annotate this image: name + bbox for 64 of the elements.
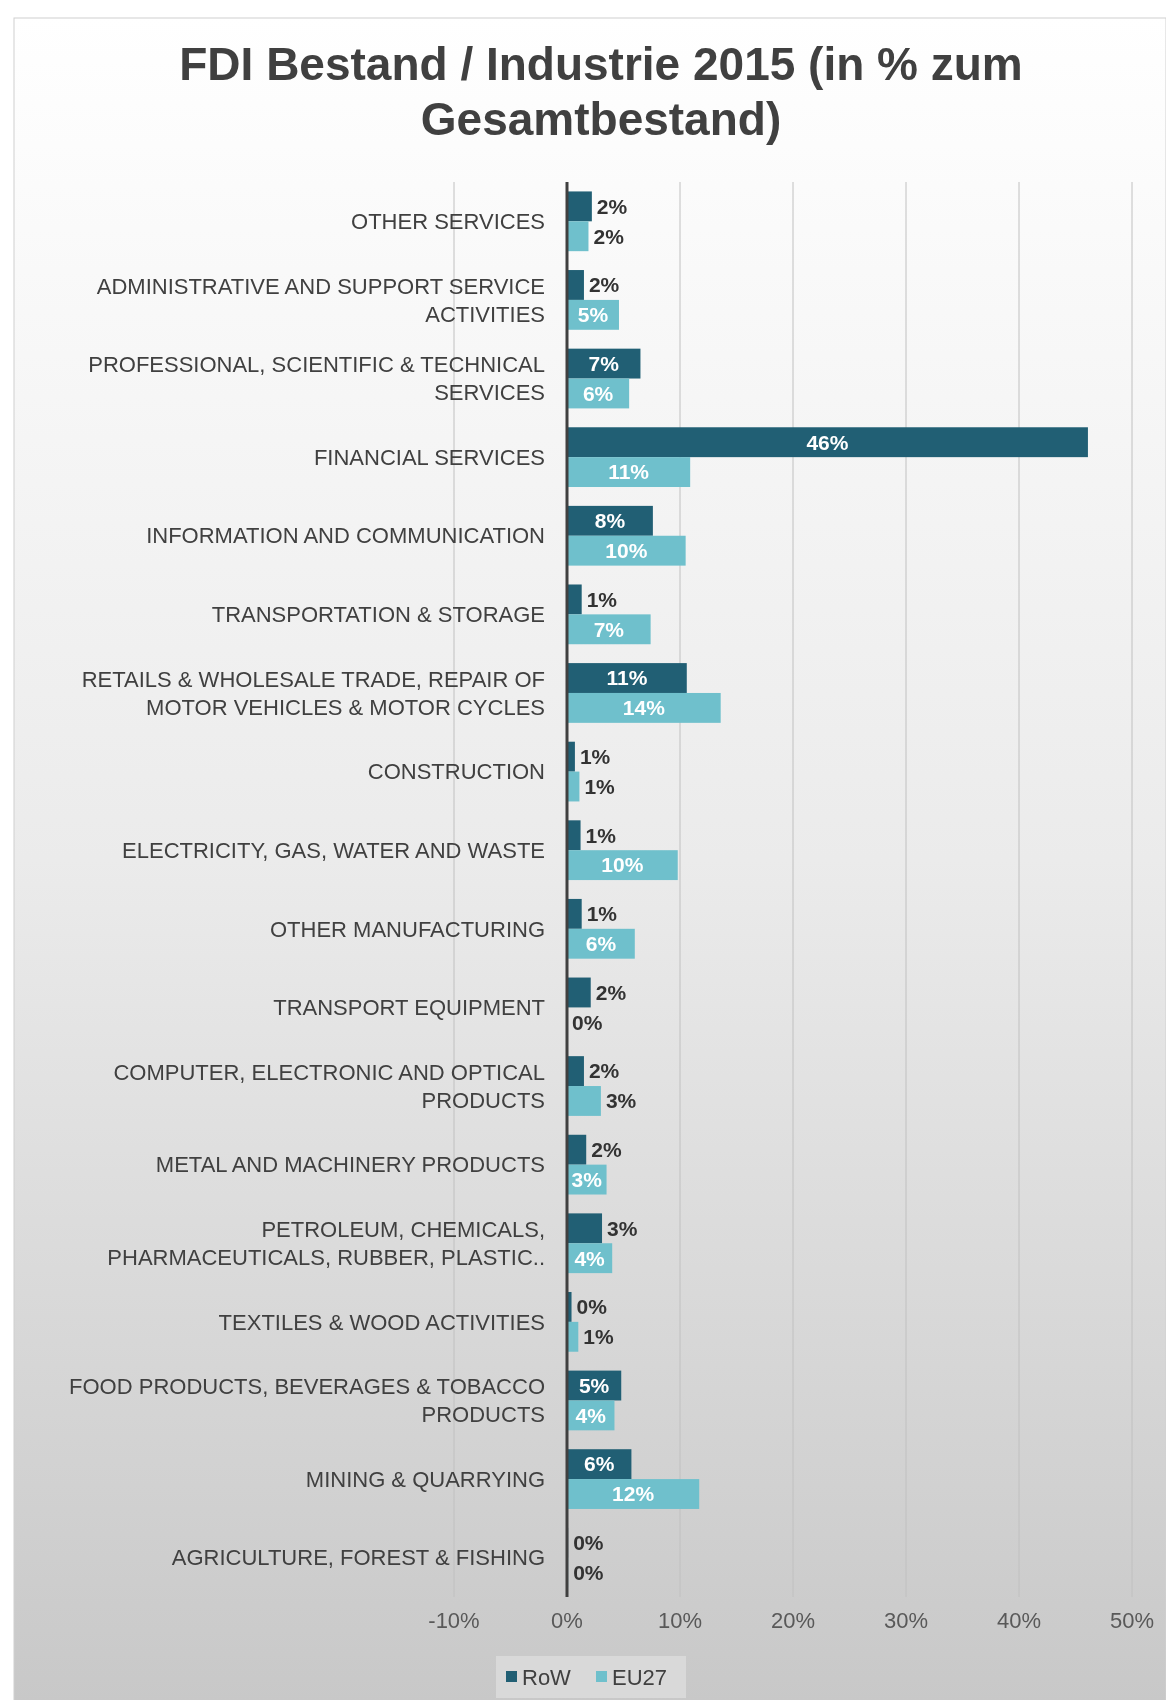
x-tick-label: 30% (883, 1608, 929, 1633)
data-label: 1% (586, 902, 618, 926)
data-label: 0% (573, 1560, 604, 1584)
data-label: 6% (584, 1452, 615, 1476)
data-label: 6% (582, 381, 614, 405)
y-tick-label: AGRICULTURE, FOREST & FISHING (171, 1545, 545, 1571)
data-label: 0% (576, 1295, 608, 1319)
y-tick-label: INFORMATION AND COMMUNICATION (146, 523, 545, 549)
data-label: 3% (571, 1167, 603, 1191)
data-label: 4% (574, 1246, 606, 1270)
data-label: 0% (572, 1010, 603, 1034)
y-tick-label: RETAILS & WHOLESALE TRADE, REPAIR OF MOTOR VEHICLES & MOTOR CYCLES (81, 666, 545, 720)
data-label: 2% (591, 1138, 622, 1162)
data-label: 2% (596, 194, 628, 218)
chart-title: FDI Bestand / Industrie 2015 (in % zum Gesamtbestand) (179, 38, 1023, 145)
data-label: 11% (608, 460, 650, 484)
y-tick-label: MINING & QUARRYING (305, 1466, 545, 1492)
legend-label: RoW (522, 1664, 572, 1690)
y-tick-label: TRANSPORTATION & STORAGE (211, 602, 545, 628)
y-tick-label: FINANCIAL SERVICES (313, 444, 545, 470)
y-tick-label: FOOD PRODUCTS, BEVERAGES & TOBACCO PRODUCTS (69, 1374, 545, 1428)
data-label: 11% (606, 666, 648, 690)
y-tick-label: ADMINISTRATIVE AND SUPPORT SERVICE ACTIVITIES (96, 273, 545, 327)
data-label: 1% (579, 745, 611, 768)
y-tick-label: COMPUTER, ELECTRONIC AND OPTICAL PRODUCTS (113, 1059, 545, 1113)
y-tick-label: TEXTILES & WOOD ACTIVITIES (218, 1309, 545, 1335)
data-label: 5% (577, 303, 609, 327)
data-label: 8% (594, 509, 626, 533)
data-label: 6% (585, 932, 617, 956)
data-label: 1% (583, 1325, 614, 1349)
x-tick-label: 0% (551, 1608, 583, 1633)
x-tick-label: 40% (996, 1608, 1042, 1633)
data-label: 2% (588, 1059, 620, 1083)
data-label: 3% (605, 1089, 637, 1113)
data-label: 2% (588, 273, 620, 297)
legend-label: EU27 (612, 1664, 668, 1690)
x-tick-label: 50% (1109, 1608, 1155, 1633)
data-label: 10% (605, 539, 648, 563)
data-label: 12% (612, 1482, 655, 1506)
y-tick-label: OTHER SERVICES (351, 209, 545, 235)
y-tick-label: PETROLEUM, CHEMICALS, PHARMACEUTICALS, RUBBER, PLASTIC.. (107, 1216, 545, 1270)
data-label: 7% (588, 351, 620, 375)
data-label: 3% (607, 1216, 638, 1240)
data-label: 0% (573, 1531, 604, 1555)
x-tick-label: -10% (428, 1608, 480, 1633)
data-label: 1% (586, 587, 618, 611)
y-tick-label: METAL AND MACHINERY PRODUCTS (155, 1152, 545, 1178)
y-tick-label: CONSTRUCTION (367, 759, 545, 785)
x-tick-label: 10% (657, 1608, 703, 1633)
y-tick-label: TRANSPORT EQUIPMENT (273, 995, 545, 1021)
data-label: 1% (584, 774, 616, 798)
data-label: 4% (575, 1403, 607, 1427)
data-label: 1% (585, 823, 617, 847)
data-label: 2% (595, 980, 627, 1004)
data-label: 10% (601, 853, 644, 877)
data-label: 2% (593, 224, 625, 248)
y-tick-label: OTHER MANUFACTURING (270, 916, 545, 942)
data-label: 46% (806, 430, 849, 454)
y-tick-label: ELECTRICITY, GAS, WATER AND WASTE (122, 837, 545, 863)
data-label: 14% (622, 696, 666, 720)
y-tick-label: PROFESSIONAL, SCIENTIFIC & TECHNICAL SERVICES (88, 352, 545, 406)
data-label: 5% (578, 1373, 610, 1397)
x-tick-label: 20% (770, 1608, 816, 1633)
data-label: 7% (593, 617, 625, 641)
